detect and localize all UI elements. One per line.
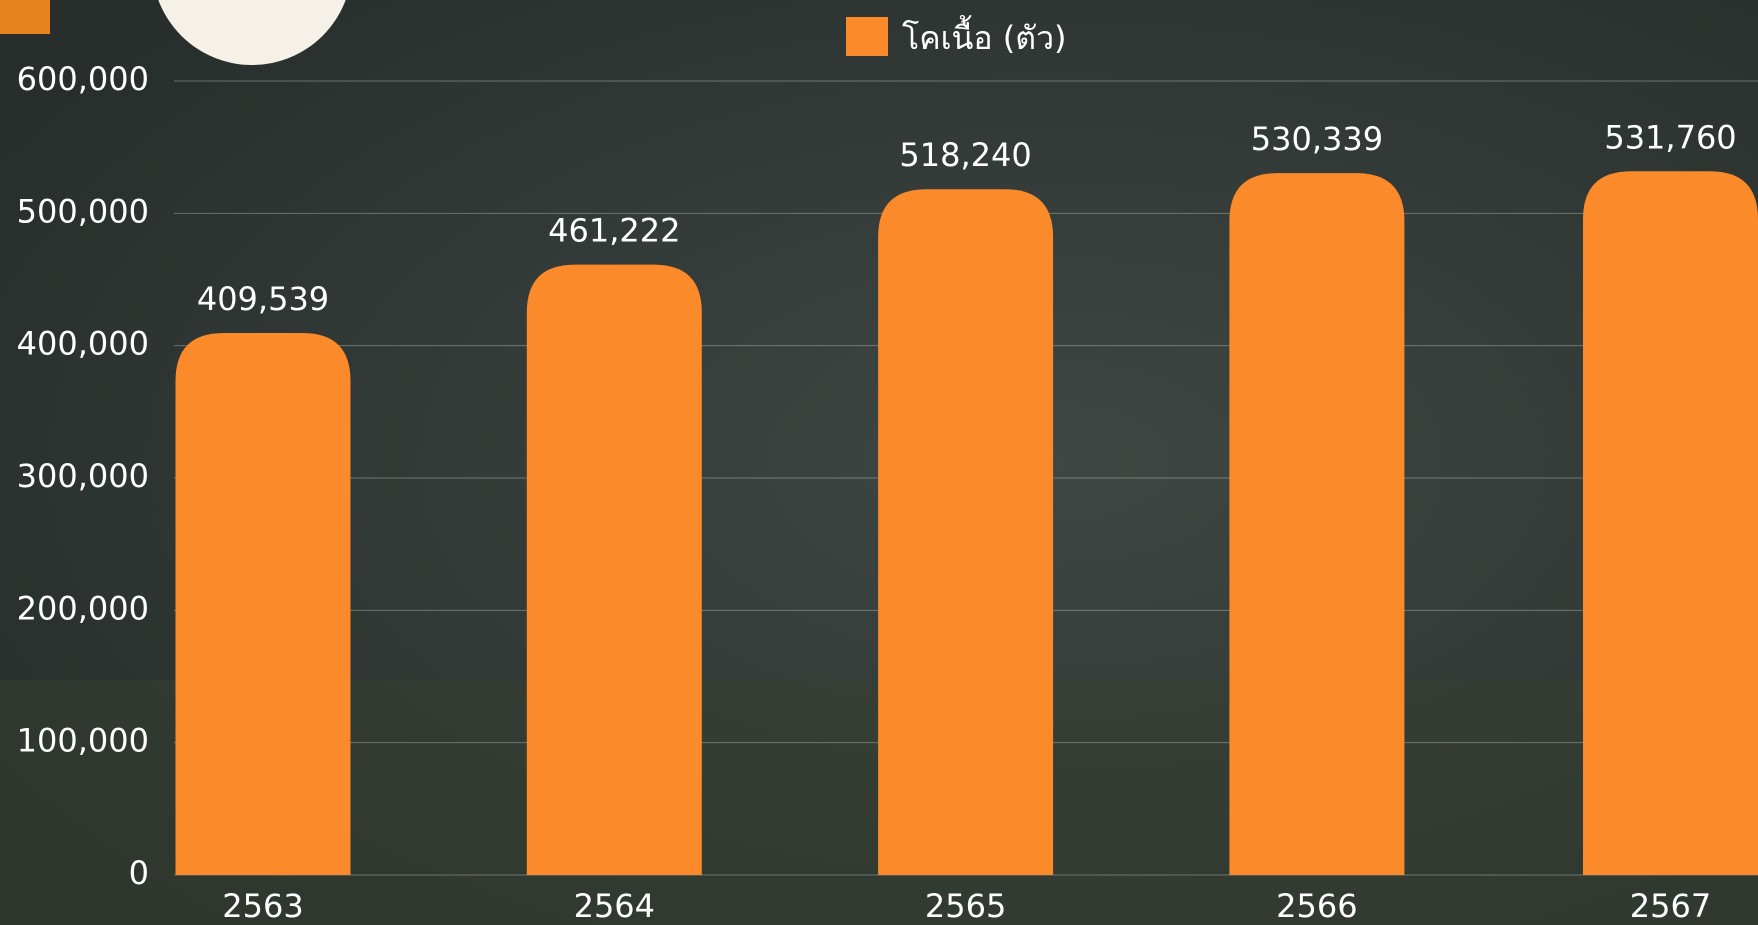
page: {"chart_data": {"type": "bar", "categori… bbox=[0, 0, 1758, 925]
value-label: 461,222 bbox=[548, 212, 680, 250]
y-tick-label: 0 bbox=[129, 854, 149, 892]
legend-label: โคเนื้อ (ตัว) bbox=[902, 15, 1067, 57]
y-tick-label: 200,000 bbox=[17, 589, 149, 627]
corner-accent bbox=[0, 0, 50, 34]
legend-swatch bbox=[846, 17, 888, 56]
bar bbox=[1229, 173, 1404, 875]
value-label: 409,539 bbox=[197, 280, 329, 318]
bar bbox=[527, 265, 702, 875]
bar bbox=[176, 333, 351, 875]
y-tick-label: 100,000 bbox=[17, 722, 149, 760]
x-tick-label: 2566 bbox=[1276, 887, 1357, 925]
value-label: 530,339 bbox=[1251, 120, 1383, 158]
value-label: 531,760 bbox=[1604, 118, 1736, 156]
chart: 0 100,000 200,000 300,000 400,000 500,000 600,… bbox=[0, 0, 1758, 925]
bar bbox=[1583, 171, 1758, 875]
y-tick-label: 400,000 bbox=[17, 325, 149, 363]
y-tick-label: 300,000 bbox=[17, 457, 149, 495]
y-tick-label: 600,000 bbox=[17, 60, 149, 98]
y-tick-label: 500,000 bbox=[17, 192, 149, 230]
x-tick-label: 2565 bbox=[925, 887, 1006, 925]
bar bbox=[878, 189, 1053, 875]
x-tick-label: 2563 bbox=[222, 887, 303, 925]
x-tick-label: 2567 bbox=[1630, 887, 1711, 925]
value-label: 518,240 bbox=[899, 136, 1031, 174]
x-tick-label: 2564 bbox=[574, 887, 655, 925]
